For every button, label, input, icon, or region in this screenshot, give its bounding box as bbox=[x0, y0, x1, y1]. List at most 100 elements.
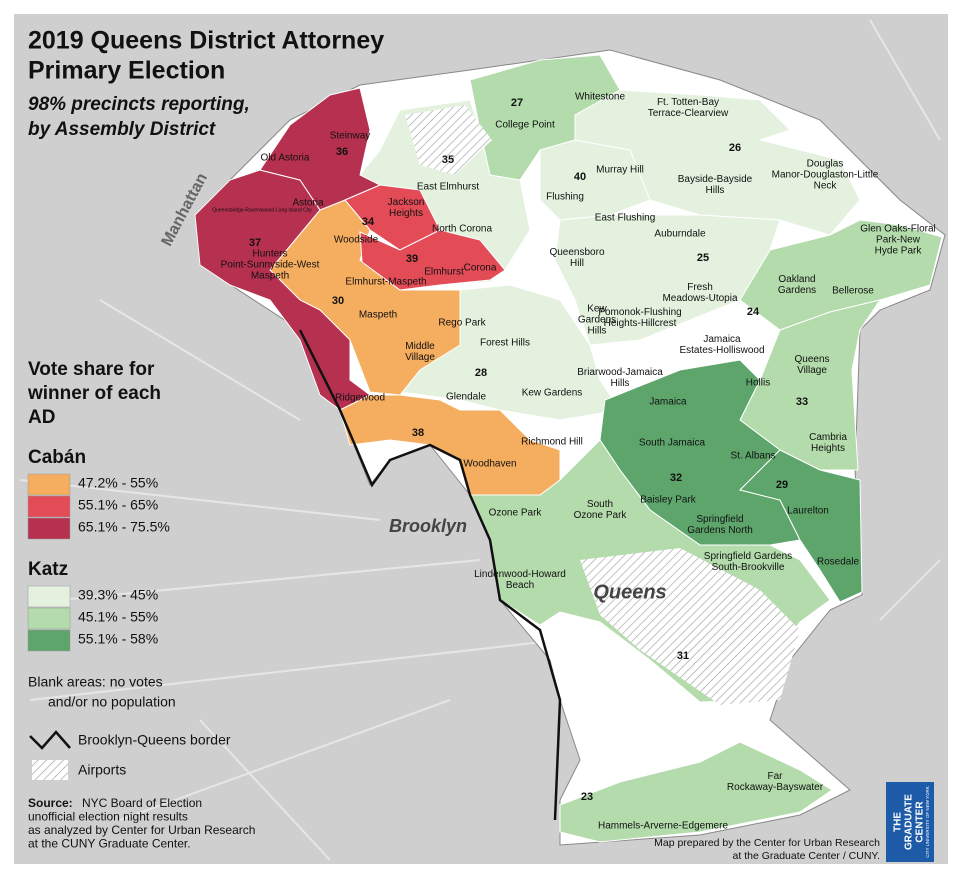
legend-group: Katz bbox=[28, 559, 68, 580]
district-number: 24 bbox=[747, 306, 760, 318]
neighborhood-label: Hills bbox=[588, 326, 607, 337]
airport-jfk bbox=[580, 548, 800, 705]
district-number: 23 bbox=[581, 791, 593, 803]
neighborhood-label: Maspeth bbox=[251, 271, 289, 282]
neighborhood-label: Laurelton bbox=[787, 506, 829, 517]
neighborhood-label: St. Albans bbox=[730, 451, 775, 462]
district-number: 25 bbox=[697, 252, 709, 264]
neighborhood-label: Gardens bbox=[578, 315, 616, 326]
legend-title: Vote share for bbox=[28, 359, 155, 380]
district-number: 37 bbox=[249, 237, 261, 249]
district bbox=[739, 219, 943, 331]
neighborhood-label: Elmhurst bbox=[424, 267, 464, 278]
district-number: 26 bbox=[729, 142, 741, 154]
neighborhood-label: Jamaica bbox=[649, 397, 687, 408]
legend-swatch bbox=[27, 473, 71, 496]
neighborhood-label: Middle bbox=[405, 341, 435, 352]
district-number: 27 bbox=[511, 97, 523, 109]
neighborhood-label: Manor-Douglaston-Little bbox=[772, 170, 879, 181]
credit: at the Graduate Center / CUNY. bbox=[733, 850, 880, 862]
neighborhood-label: Hammels-Arverne-Edgemere bbox=[598, 821, 728, 832]
neighborhood-label: Murray Hill bbox=[596, 165, 644, 176]
neighborhood-label: Hollis bbox=[746, 378, 770, 389]
neighborhood-label: Rego Park bbox=[438, 318, 486, 329]
airport-laguardia bbox=[405, 105, 492, 175]
district-number: 28 bbox=[475, 367, 487, 379]
neighborhood-label: Queensboro bbox=[549, 247, 604, 258]
labels: 28 35 27 40 26 25 24 33 32 29 31 23 30 37 36 34 39 38 Whit… bbox=[158, 92, 935, 832]
credit: Map prepared by the Center for Urban Res… bbox=[654, 837, 880, 849]
neighborhood-label: Lindenwood-Howard bbox=[474, 569, 566, 580]
legend-title: winner of each bbox=[27, 383, 161, 404]
source-text: NYC Board of Election bbox=[82, 796, 202, 810]
neighborhood-label: Old Astoria bbox=[261, 153, 310, 164]
logo-text: GRADUATE bbox=[904, 794, 915, 850]
neighborhood-label: Village bbox=[405, 352, 435, 363]
legend-note: and/or no population bbox=[48, 694, 176, 710]
neighborhood-label: Hyde Park bbox=[875, 246, 923, 257]
neighborhood-label: Whitestone bbox=[575, 92, 625, 103]
neighborhood-label: South Jamaica bbox=[639, 438, 706, 449]
neighborhood-label: Estates-Holliswood bbox=[679, 345, 764, 356]
neighborhood-label: Cambria bbox=[809, 432, 847, 443]
source-text: as analyzed by Center for Urban Research bbox=[28, 823, 255, 837]
neighborhood-label: Hunters bbox=[252, 249, 287, 260]
district-number: 36 bbox=[336, 146, 348, 158]
legend-swatch bbox=[27, 517, 71, 540]
legend-swatch bbox=[27, 607, 71, 630]
legend-label: 47.2% - 55% bbox=[78, 475, 158, 491]
district bbox=[559, 741, 833, 843]
neighborhood-label: Far bbox=[768, 771, 784, 782]
subtitle: by Assembly District bbox=[28, 119, 216, 140]
logo-subtext: CITY UNIVERSITY OF NEW YORK bbox=[925, 786, 930, 858]
legend-label: 55.1% - 58% bbox=[78, 631, 158, 647]
neighborhood-label: Ozone Park bbox=[574, 510, 628, 521]
district bbox=[339, 394, 561, 496]
district-number: 31 bbox=[677, 650, 689, 662]
neighborhood-label: Neck bbox=[814, 181, 838, 192]
neighborhood-label: Woodside bbox=[334, 235, 379, 246]
neighborhood-label: Queens bbox=[794, 354, 829, 365]
neighborhood-label: South-Brookville bbox=[712, 562, 785, 573]
neighborhood-label: Astoria bbox=[292, 198, 324, 209]
neighborhood-label: North Corona bbox=[432, 224, 492, 235]
neighborhood-label: East Elmhurst bbox=[417, 182, 479, 193]
neighborhood-label: Heights bbox=[811, 443, 845, 454]
neighborhood-label: Terrace-Clearview bbox=[648, 108, 729, 119]
neighborhood-label: Elmhurst-Maspeth bbox=[345, 277, 426, 288]
legend-airport-swatch bbox=[32, 760, 68, 780]
district-number: 30 bbox=[332, 295, 344, 307]
legend-label: 39.3% - 45% bbox=[78, 587, 158, 603]
neighborhood-label: College Point bbox=[495, 120, 555, 131]
legend-border-line bbox=[29, 730, 71, 750]
neighborhood-label: Springfield Gardens bbox=[704, 551, 792, 562]
source-text: unofficial election night results bbox=[28, 810, 188, 824]
neighborhood-label: Queensbridge-Ravenswood-Long Island City bbox=[212, 207, 312, 213]
logo-text: THE bbox=[893, 812, 904, 832]
legend-swatch bbox=[27, 629, 71, 652]
neighborhood-label: Baisley Park bbox=[640, 495, 697, 506]
neighborhood-label: Auburndale bbox=[654, 229, 706, 240]
neighborhood-label: Richmond Hill bbox=[521, 437, 583, 448]
neighborhood-label: Steinway bbox=[330, 131, 371, 142]
neighborhood-label: Briarwood-Jamaica bbox=[577, 367, 663, 378]
district-number: 35 bbox=[442, 154, 454, 166]
neighborhood-label: Hills bbox=[706, 185, 725, 196]
legend-title: AD bbox=[28, 407, 55, 428]
district-number: 39 bbox=[406, 253, 418, 265]
neighborhood-label: Maspeth bbox=[359, 310, 397, 321]
neighborhood-label: Village bbox=[797, 365, 827, 376]
source-label: Source: bbox=[28, 796, 73, 810]
legend-label: Brooklyn-Queens border bbox=[78, 732, 231, 748]
neighborhood-label: East Flushing bbox=[595, 213, 656, 224]
neighborhood-label: Kew Gardens bbox=[522, 388, 583, 399]
neighborhood-label: Glendale bbox=[446, 392, 486, 403]
district bbox=[359, 229, 506, 291]
district bbox=[739, 449, 863, 603]
neighborhood-label: Rosedale bbox=[817, 557, 860, 568]
legend-label: 45.1% - 55% bbox=[78, 609, 158, 625]
neighborhood-label: Jackson bbox=[388, 197, 425, 208]
legend-label: 65.1% - 75.5% bbox=[78, 519, 170, 535]
district-number: 38 bbox=[412, 427, 424, 439]
